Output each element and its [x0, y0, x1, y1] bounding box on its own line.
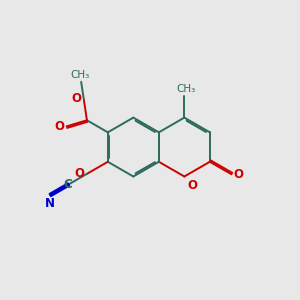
Text: O: O — [71, 92, 81, 105]
Text: C: C — [64, 178, 72, 191]
Text: CH₃: CH₃ — [70, 70, 90, 80]
Text: CH₃: CH₃ — [176, 84, 195, 94]
Text: N: N — [45, 197, 55, 210]
Text: O: O — [74, 167, 84, 180]
Text: O: O — [234, 168, 244, 181]
Text: O: O — [54, 120, 64, 133]
Text: O: O — [188, 179, 198, 192]
